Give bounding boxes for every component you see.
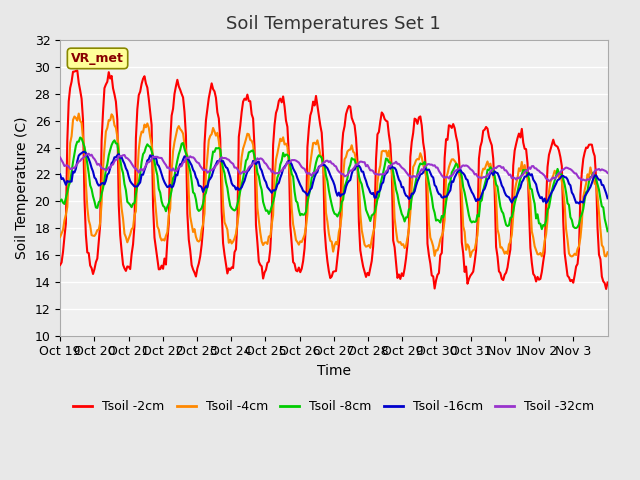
- Line: Tsoil -2cm: Tsoil -2cm: [60, 71, 607, 289]
- Tsoil -2cm: [529, 271, 537, 277]
- Line: Tsoil -32cm: Tsoil -32cm: [60, 154, 607, 181]
- Tsoil -2cm: [339, 130, 347, 136]
- Tsoil -32cm: [604, 170, 611, 176]
- Tsoil -2cm: [448, 125, 456, 131]
- Tsoil -4cm: [56, 234, 64, 240]
- Line: Tsoil -16cm: Tsoil -16cm: [60, 152, 607, 204]
- Tsoil -16cm: [575, 201, 583, 206]
- Tsoil -2cm: [602, 286, 610, 292]
- Tsoil -32cm: [93, 162, 101, 168]
- Tsoil -16cm: [604, 195, 611, 201]
- Tsoil -8cm: [529, 195, 537, 201]
- Tsoil -32cm: [448, 173, 456, 179]
- Tsoil -2cm: [604, 279, 611, 285]
- Tsoil -2cm: [56, 262, 64, 268]
- Tsoil -16cm: [602, 191, 610, 196]
- Tsoil -4cm: [339, 173, 347, 179]
- Tsoil -16cm: [81, 149, 88, 155]
- Tsoil -32cm: [529, 163, 537, 169]
- Tsoil -32cm: [75, 159, 83, 165]
- Tsoil -32cm: [602, 168, 610, 174]
- Tsoil -16cm: [529, 177, 537, 182]
- X-axis label: Time: Time: [317, 364, 351, 378]
- Line: Tsoil -4cm: Tsoil -4cm: [60, 114, 607, 257]
- Tsoil -4cm: [531, 243, 538, 249]
- Tsoil -8cm: [604, 228, 611, 234]
- Tsoil -2cm: [93, 256, 101, 262]
- Tsoil -32cm: [85, 151, 93, 156]
- Tsoil -4cm: [604, 250, 611, 255]
- Tsoil -32cm: [545, 178, 553, 184]
- Tsoil -2cm: [601, 280, 609, 286]
- Tsoil -16cm: [448, 179, 456, 184]
- Tsoil -8cm: [56, 198, 64, 204]
- Tsoil -2cm: [76, 87, 84, 93]
- Tsoil -4cm: [75, 111, 83, 117]
- Tsoil -8cm: [93, 205, 101, 211]
- Tsoil -8cm: [76, 135, 84, 141]
- Tsoil -4cm: [448, 156, 456, 162]
- Tsoil -8cm: [75, 139, 83, 144]
- Legend: Tsoil -2cm, Tsoil -4cm, Tsoil -8cm, Tsoil -16cm, Tsoil -32cm: Tsoil -2cm, Tsoil -4cm, Tsoil -8cm, Tsoi…: [68, 395, 599, 418]
- Tsoil -16cm: [56, 171, 64, 177]
- Tsoil -32cm: [56, 155, 64, 160]
- Tsoil -8cm: [339, 197, 347, 203]
- Tsoil -4cm: [602, 253, 610, 259]
- Tsoil -8cm: [448, 169, 456, 175]
- Tsoil -4cm: [76, 118, 84, 124]
- Tsoil -16cm: [339, 192, 347, 197]
- Title: Soil Temperatures Set 1: Soil Temperatures Set 1: [227, 15, 441, 33]
- Text: VR_met: VR_met: [71, 52, 124, 65]
- Tsoil -4cm: [93, 227, 101, 233]
- Tsoil -8cm: [601, 216, 609, 222]
- Tsoil -32cm: [339, 171, 347, 177]
- Tsoil -16cm: [93, 180, 101, 186]
- Line: Tsoil -8cm: Tsoil -8cm: [60, 138, 607, 231]
- Tsoil -16cm: [75, 153, 83, 158]
- Tsoil -2cm: [74, 68, 81, 73]
- Tsoil -4cm: [467, 254, 474, 260]
- Y-axis label: Soil Temperature (C): Soil Temperature (C): [15, 117, 29, 259]
